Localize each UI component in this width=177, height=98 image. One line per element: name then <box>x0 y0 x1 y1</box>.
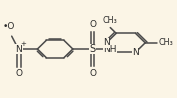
Text: O: O <box>89 20 96 29</box>
Text: •O: •O <box>3 22 15 31</box>
Text: O: O <box>15 69 22 78</box>
Text: N: N <box>16 44 22 54</box>
Text: CH₃: CH₃ <box>159 38 173 47</box>
Text: NH: NH <box>103 44 116 54</box>
Text: +: + <box>20 41 26 47</box>
Text: O: O <box>89 69 96 78</box>
Text: N: N <box>132 48 139 57</box>
Text: CH₃: CH₃ <box>103 16 118 25</box>
Text: S: S <box>90 44 96 54</box>
Text: N: N <box>103 38 110 47</box>
